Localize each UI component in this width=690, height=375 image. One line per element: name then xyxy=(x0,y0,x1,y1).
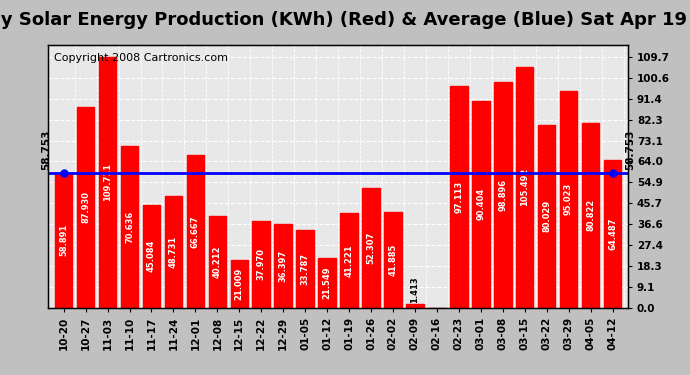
Text: 80.822: 80.822 xyxy=(586,199,595,231)
Bar xyxy=(560,91,578,308)
Bar xyxy=(362,188,380,308)
Text: 48.731: 48.731 xyxy=(169,236,178,268)
Bar xyxy=(406,304,424,307)
Text: Copyright 2008 Cartronics.com: Copyright 2008 Cartronics.com xyxy=(54,53,228,63)
Bar xyxy=(186,155,204,308)
Bar xyxy=(516,67,533,308)
Bar xyxy=(165,196,182,308)
Text: 58.753: 58.753 xyxy=(41,130,51,170)
Text: 41.885: 41.885 xyxy=(388,243,397,276)
Text: 1.413: 1.413 xyxy=(411,276,420,303)
Text: 40.212: 40.212 xyxy=(213,245,222,278)
Text: 87.930: 87.930 xyxy=(81,191,90,223)
Bar xyxy=(99,57,117,308)
Text: 45.084: 45.084 xyxy=(147,240,156,272)
Text: 21.009: 21.009 xyxy=(235,267,244,300)
Bar xyxy=(538,125,555,308)
Bar xyxy=(143,205,160,308)
Bar xyxy=(450,86,468,308)
Bar xyxy=(340,213,358,308)
Bar xyxy=(318,258,336,308)
Text: 41.221: 41.221 xyxy=(344,244,353,277)
Text: 80.029: 80.029 xyxy=(542,200,551,232)
Bar xyxy=(121,146,138,308)
Bar xyxy=(77,107,95,307)
Text: 66.667: 66.667 xyxy=(191,215,200,248)
Text: 105.492: 105.492 xyxy=(520,168,529,206)
Text: 90.404: 90.404 xyxy=(476,188,485,220)
Text: 58.753: 58.753 xyxy=(625,130,635,170)
Bar xyxy=(230,260,248,308)
Bar xyxy=(582,123,600,308)
Bar xyxy=(604,160,621,308)
Bar xyxy=(55,173,72,308)
Text: 70.636: 70.636 xyxy=(125,211,134,243)
Text: 109.711: 109.711 xyxy=(103,163,112,201)
Bar xyxy=(208,216,226,308)
Bar xyxy=(384,212,402,308)
Text: 97.113: 97.113 xyxy=(454,180,464,213)
Text: 52.307: 52.307 xyxy=(366,232,375,264)
Text: 36.397: 36.397 xyxy=(279,250,288,282)
Bar xyxy=(494,82,511,308)
Bar xyxy=(297,230,314,308)
Text: 95.023: 95.023 xyxy=(564,183,573,215)
Text: 37.970: 37.970 xyxy=(257,248,266,280)
Text: 33.787: 33.787 xyxy=(301,253,310,285)
Text: 64.487: 64.487 xyxy=(608,218,617,250)
Bar xyxy=(472,101,490,308)
Text: 21.549: 21.549 xyxy=(323,267,332,299)
Text: 98.896: 98.896 xyxy=(498,178,507,211)
Bar xyxy=(253,221,270,308)
Bar xyxy=(275,224,292,308)
Text: 58.891: 58.891 xyxy=(59,224,68,256)
Text: Weekly Solar Energy Production (KWh) (Red) & Average (Blue) Sat Apr 19 06:21: Weekly Solar Energy Production (KWh) (Re… xyxy=(0,11,690,29)
